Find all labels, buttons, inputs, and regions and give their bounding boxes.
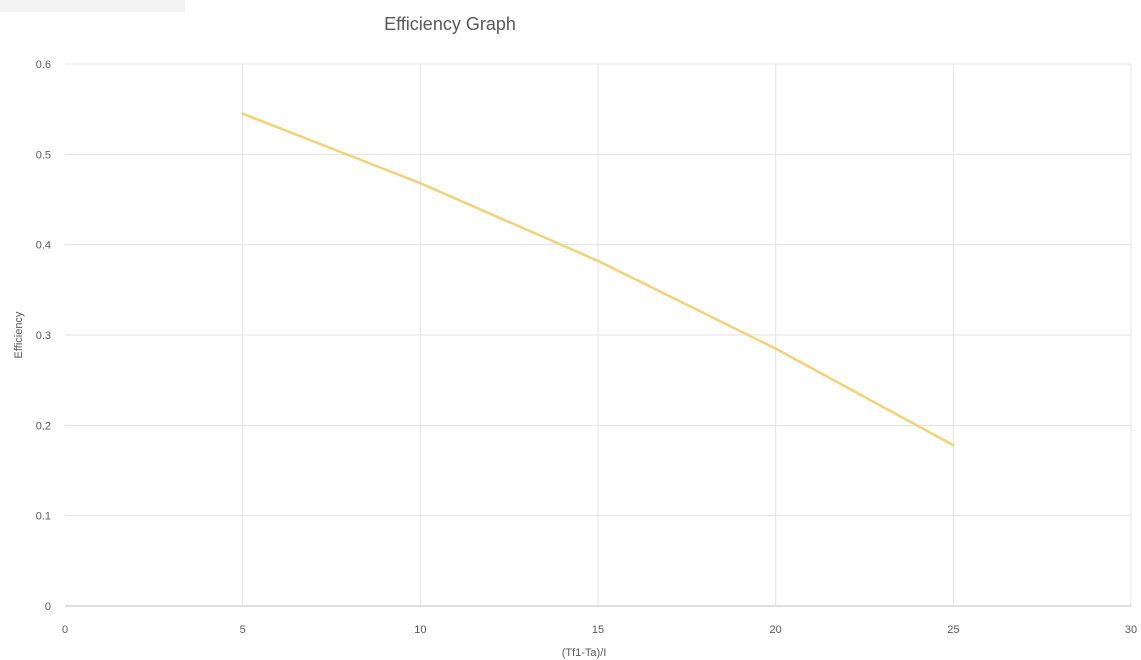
x-tick-label: 15 — [592, 624, 604, 636]
x-axis-tick-labels: 0 5 10 15 20 25 30 — [62, 624, 1137, 636]
x-axis-title: (Tf1-Ta)/I — [562, 647, 607, 659]
x-tick-label: 20 — [770, 624, 782, 636]
y-tick-label: 0.5 — [36, 149, 51, 161]
y-tick-label: 0.1 — [36, 511, 51, 523]
data-point — [952, 444, 955, 447]
chart-title: Efficiency Graph — [384, 14, 516, 34]
series-layer — [241, 112, 955, 447]
y-axis-tick-labels: 0 0.1 0.2 0.3 0.4 0.5 0.6 — [36, 59, 51, 613]
top-left-smudge — [0, 0, 185, 12]
x-tick-label: 30 — [1125, 624, 1137, 636]
y-tick-label: 0.4 — [36, 240, 51, 252]
data-point — [596, 259, 600, 263]
grid-lines — [65, 63, 1132, 607]
data-point — [774, 347, 777, 350]
x-tick-label: 5 — [240, 624, 246, 636]
y-tick-label: 0.2 — [36, 420, 51, 432]
y-tick-label: 0.6 — [36, 59, 51, 71]
y-tick-label: 0.3 — [36, 330, 51, 342]
data-point — [419, 182, 422, 185]
x-tick-label: 25 — [947, 624, 959, 636]
x-tick-label: 10 — [414, 624, 426, 636]
y-tick-label: 0 — [45, 601, 51, 613]
data-point — [241, 112, 244, 115]
y-axis-title: Efficiency — [13, 311, 25, 358]
x-tick-label: 0 — [62, 624, 68, 636]
